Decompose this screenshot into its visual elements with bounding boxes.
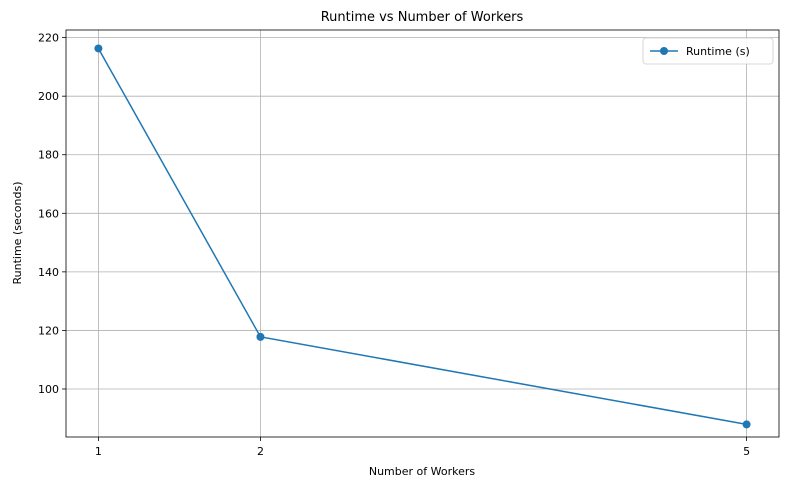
y-tick-label: 160	[38, 207, 59, 220]
legend: Runtime (s)	[642, 37, 774, 65]
data-point	[256, 332, 265, 341]
series-line	[97, 48, 747, 426]
y-tick-label: 220	[38, 32, 59, 45]
y-tick-label: 120	[38, 324, 59, 337]
plot-frame	[65, 29, 780, 438]
y-axis-label: Runtime (seconds)	[11, 182, 24, 285]
data-point	[742, 420, 751, 429]
data-point	[94, 44, 103, 53]
legend-box	[642, 37, 774, 65]
series-layer	[94, 44, 751, 429]
x-axis-label: Number of Workers	[369, 465, 476, 478]
y-tick-label: 140	[38, 266, 59, 279]
legend-label: Runtime (s)	[686, 45, 750, 58]
tick-layer: 1 2 5 100 120 140 160 180 200 220	[38, 32, 750, 458]
y-tick-label: 200	[38, 90, 59, 103]
x-tick-label: 2	[257, 445, 264, 458]
y-tick-label: 180	[38, 149, 59, 162]
chart-title: Runtime vs Number of Workers	[321, 10, 524, 25]
x-tick-label: 5	[743, 445, 750, 458]
grid	[66, 30, 779, 437]
x-tick-label: 1	[95, 445, 102, 458]
y-tick-label: 100	[38, 383, 59, 396]
legend-marker-swatch	[660, 47, 668, 55]
